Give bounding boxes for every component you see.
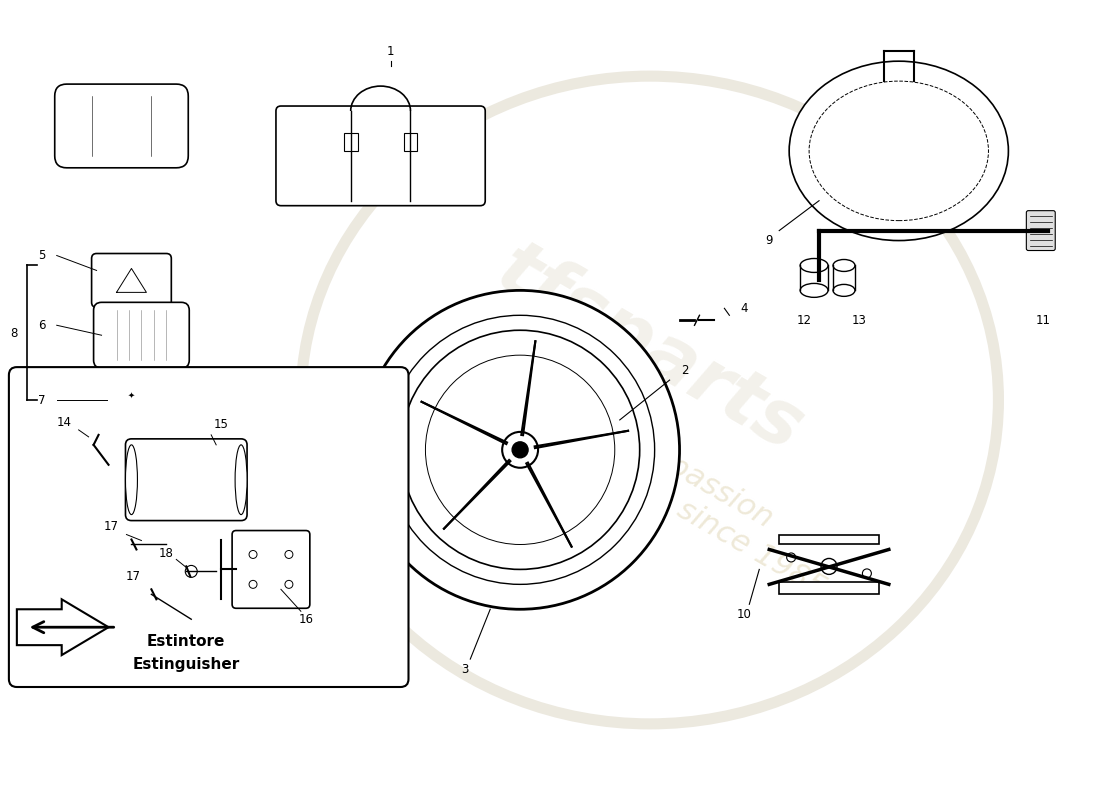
Ellipse shape <box>833 285 855 296</box>
FancyBboxPatch shape <box>9 367 408 687</box>
Circle shape <box>513 442 528 458</box>
Polygon shape <box>16 599 109 655</box>
Text: 2: 2 <box>681 364 689 377</box>
FancyBboxPatch shape <box>125 439 248 521</box>
Text: 11: 11 <box>1036 314 1050 326</box>
Ellipse shape <box>235 445 248 514</box>
Ellipse shape <box>386 315 654 584</box>
Circle shape <box>249 550 257 558</box>
Circle shape <box>249 580 257 588</box>
Text: 17: 17 <box>126 570 141 583</box>
Text: 4: 4 <box>740 302 748 315</box>
FancyBboxPatch shape <box>91 254 172 307</box>
Bar <box>343 133 358 151</box>
Circle shape <box>185 566 197 578</box>
Ellipse shape <box>125 445 138 514</box>
Text: 1: 1 <box>387 45 394 58</box>
FancyBboxPatch shape <box>232 530 310 608</box>
Text: Estintore: Estintore <box>147 634 226 649</box>
Text: 16: 16 <box>298 613 314 626</box>
Text: 3: 3 <box>462 662 469 675</box>
Text: Estinguisher: Estinguisher <box>133 657 240 671</box>
Text: 10: 10 <box>737 608 751 621</box>
Text: a passion
for parts since 1985: a passion for parts since 1985 <box>551 396 848 603</box>
Ellipse shape <box>400 330 640 570</box>
Text: tfsparts: tfsparts <box>484 233 816 467</box>
Ellipse shape <box>789 61 1009 241</box>
Text: 5: 5 <box>39 249 45 262</box>
Text: 6: 6 <box>39 318 45 332</box>
Circle shape <box>285 550 293 558</box>
Circle shape <box>862 569 871 578</box>
Ellipse shape <box>833 259 855 271</box>
Bar <box>779 582 879 594</box>
FancyBboxPatch shape <box>1026 210 1055 250</box>
Text: 14: 14 <box>56 417 72 430</box>
Ellipse shape <box>361 290 680 610</box>
Text: ✦: ✦ <box>128 390 135 399</box>
Bar <box>779 534 879 545</box>
Text: 8: 8 <box>10 326 18 340</box>
FancyBboxPatch shape <box>94 302 189 368</box>
Circle shape <box>285 580 293 588</box>
Ellipse shape <box>800 283 828 298</box>
PathPatch shape <box>101 370 162 425</box>
Circle shape <box>786 553 795 562</box>
Circle shape <box>821 558 837 574</box>
Text: 13: 13 <box>851 314 867 326</box>
Text: 9: 9 <box>766 234 773 247</box>
Bar <box>404 133 418 151</box>
FancyBboxPatch shape <box>276 106 485 206</box>
Text: 17: 17 <box>104 520 119 533</box>
Text: 7: 7 <box>39 394 45 406</box>
Text: 18: 18 <box>158 547 174 560</box>
Ellipse shape <box>800 258 828 273</box>
Circle shape <box>503 432 538 468</box>
FancyBboxPatch shape <box>55 84 188 168</box>
Text: 12: 12 <box>796 314 812 326</box>
Text: 15: 15 <box>213 418 229 431</box>
